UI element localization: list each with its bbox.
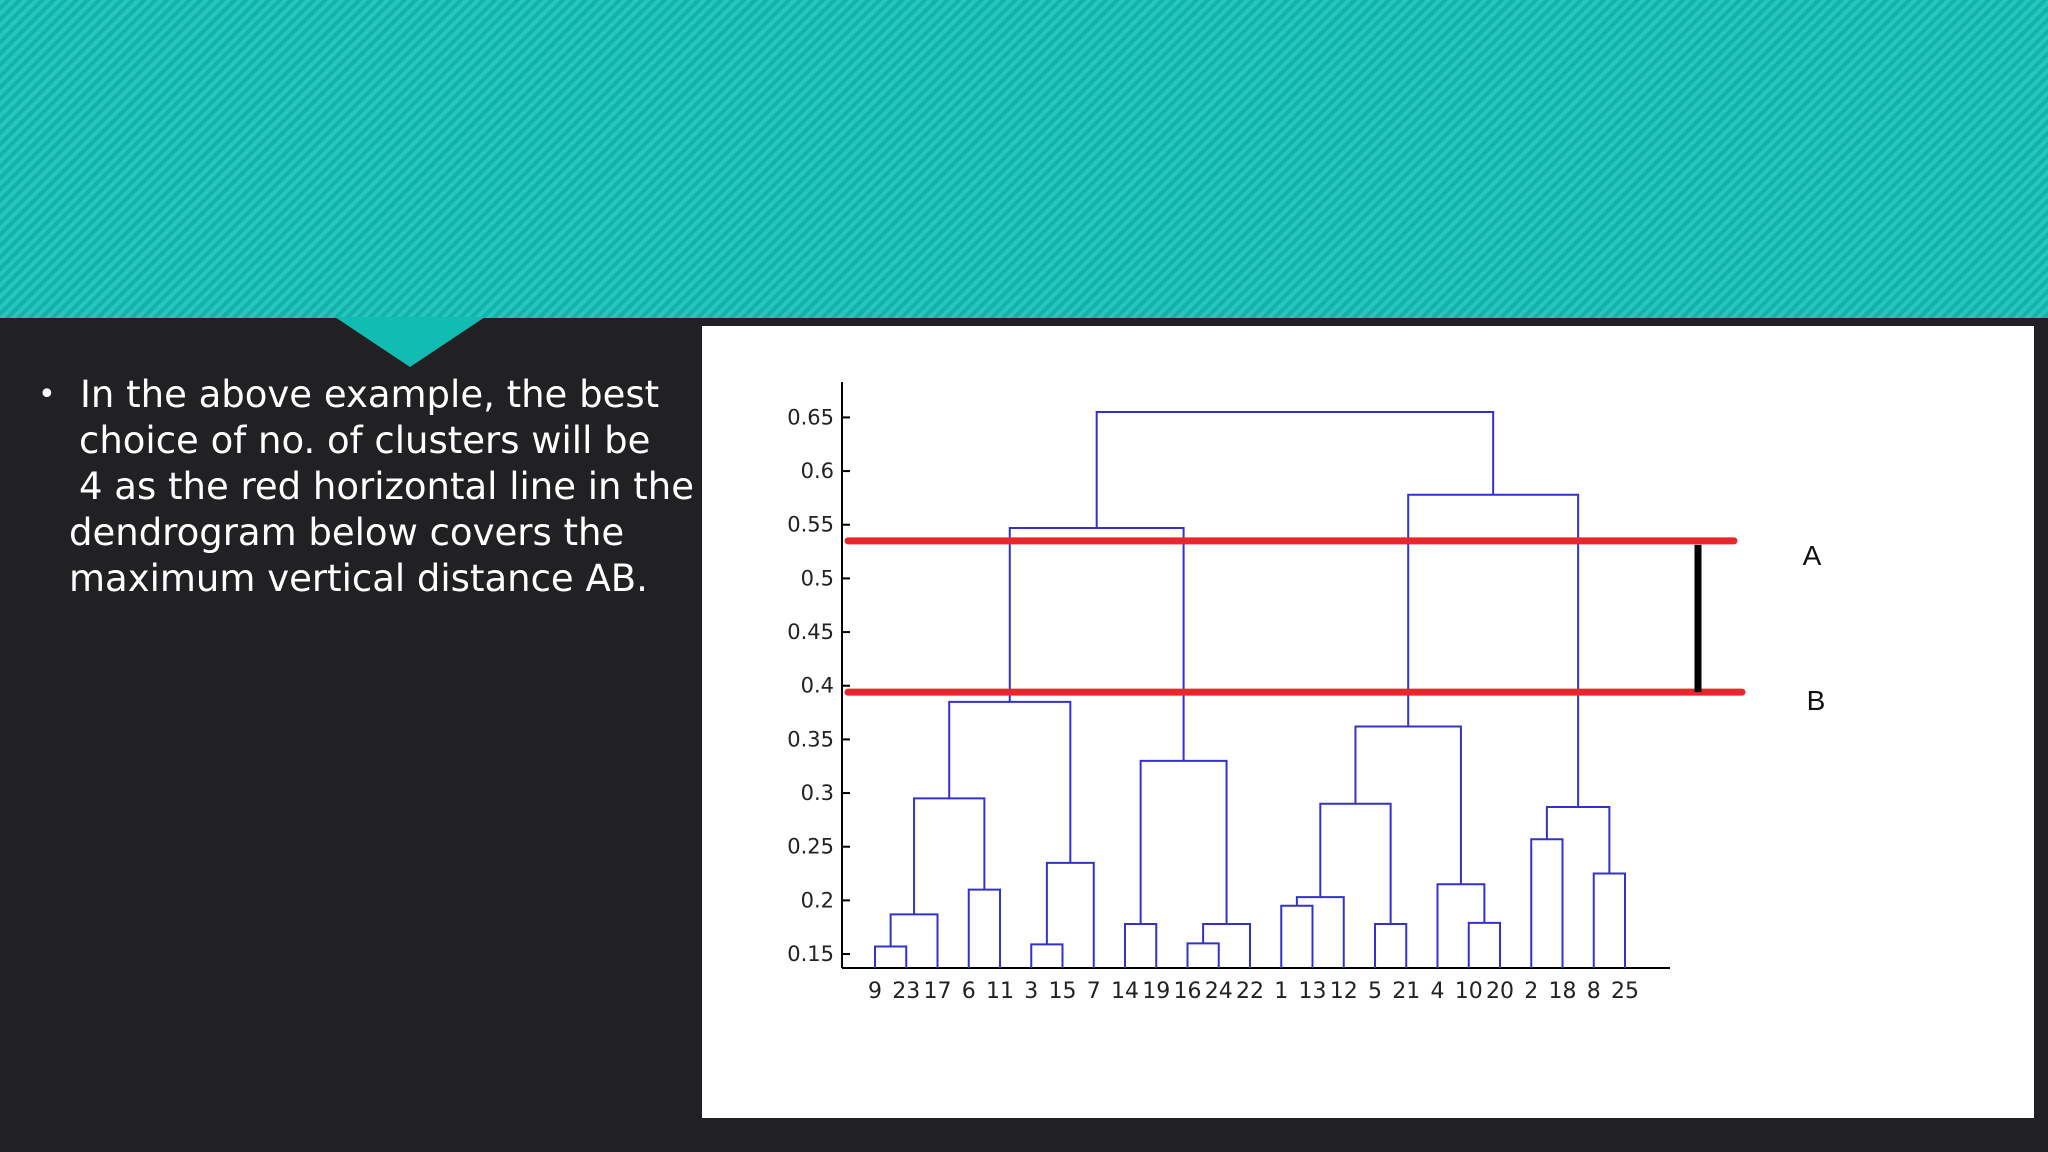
dendrogram-link — [1374, 922, 1408, 968]
dendrogram-link — [1280, 904, 1314, 968]
leaf-label: 7 — [1087, 979, 1101, 1004]
y-tick-label: 0.5 — [801, 566, 834, 590]
dendrogram-link — [1354, 725, 1462, 885]
dendrogram-link — [1095, 411, 1495, 528]
leaf-label: 1 — [1274, 979, 1288, 1004]
dendrogram-link — [948, 700, 1072, 863]
y-tick-label: 0.35 — [787, 727, 834, 751]
dendrogram-link — [1139, 759, 1228, 924]
y-tick-label: 0.6 — [801, 459, 834, 483]
cut-label-a: A — [1803, 540, 1822, 571]
bullet-paragraph: In the above example, the best choice of… — [38, 372, 694, 602]
y-tick-label: 0.3 — [801, 781, 834, 805]
leaf-label: 16 — [1174, 979, 1202, 1004]
dendrogram-chart: 0.150.20.250.30.350.40.450.50.550.60.65 … — [787, 382, 1826, 1004]
dendrogram-link — [874, 945, 908, 968]
dendrogram-link — [1467, 921, 1501, 968]
leaf-label: 25 — [1611, 979, 1639, 1004]
dendrogram-link — [1592, 872, 1626, 968]
leaf-label: 3 — [1024, 979, 1038, 1004]
dendrogram-link — [889, 913, 939, 968]
leaf-label: 24 — [1205, 979, 1233, 1004]
leaf-label: 14 — [1111, 979, 1139, 1004]
dendrogram-link — [1436, 883, 1486, 968]
dendrogram-link — [967, 888, 1001, 968]
leaf-label: 8 — [1587, 979, 1601, 1004]
leaf-label: 13 — [1299, 979, 1327, 1004]
leaf-label: 19 — [1142, 979, 1170, 1004]
leaf-label: 2 — [1524, 979, 1538, 1004]
leaf-label: 23 — [892, 979, 920, 1004]
dendrogram-link — [913, 797, 986, 915]
leaf-label: 17 — [924, 979, 952, 1004]
text-line-1: In the above example, the best — [80, 373, 660, 416]
dendrogram-link — [1530, 838, 1564, 968]
y-tick-label: 0.4 — [801, 674, 834, 698]
y-tick-label: 0.45 — [787, 620, 834, 644]
y-tick-label: 0.25 — [787, 835, 834, 859]
dendrogram-link — [1045, 861, 1095, 968]
leaf-label: 4 — [1431, 979, 1445, 1004]
leaf-label: 21 — [1392, 979, 1420, 1004]
dendrogram-link — [1545, 806, 1611, 874]
bullet-text-block: • In the above example, the best choice … — [38, 372, 694, 602]
text-line-5: maximum vertical distance AB. — [69, 557, 648, 600]
text-line-3: 4 as the red horizontal line in the — [79, 465, 694, 508]
leaf-label: 5 — [1368, 979, 1382, 1004]
text-line-2: choice of no. of clusters will be — [79, 419, 651, 462]
banner-notch — [335, 317, 485, 367]
leaf-label: 10 — [1455, 979, 1483, 1004]
header-banner — [0, 0, 2048, 318]
cut-label-b: B — [1807, 685, 1826, 716]
y-tick-label: 0.55 — [787, 513, 834, 537]
leaf-label: 12 — [1330, 979, 1358, 1004]
leaf-label: 11 — [986, 979, 1014, 1004]
dendrogram-link — [1202, 922, 1251, 968]
y-tick-label: 0.2 — [801, 888, 834, 912]
y-tick-label: 0.15 — [787, 942, 834, 966]
leaf-label: 6 — [962, 979, 976, 1004]
leaf-label: 20 — [1486, 979, 1514, 1004]
leaf-label: 18 — [1549, 979, 1577, 1004]
dendrogram-link — [1186, 942, 1220, 968]
leaf-label: 15 — [1049, 979, 1077, 1004]
dendrogram-link — [1319, 802, 1392, 924]
dendrogram-link — [1295, 896, 1345, 968]
y-tick-label: 0.65 — [787, 405, 834, 429]
leaf-label: 22 — [1236, 979, 1264, 1004]
dendrogram-link — [1008, 526, 1185, 761]
dendrogram-link — [1124, 922, 1158, 968]
bullet-point: • — [38, 377, 56, 412]
dendrogram-link — [1030, 943, 1064, 968]
text-line-4: dendrogram below covers the — [69, 511, 625, 554]
leaf-label: 9 — [868, 979, 882, 1004]
dendrogram-figure: 0.15 0.2 0.25 0.3 0.35 0.4 0.45 0.5 0.55 0.6 0.65 … — [702, 326, 2034, 1118]
